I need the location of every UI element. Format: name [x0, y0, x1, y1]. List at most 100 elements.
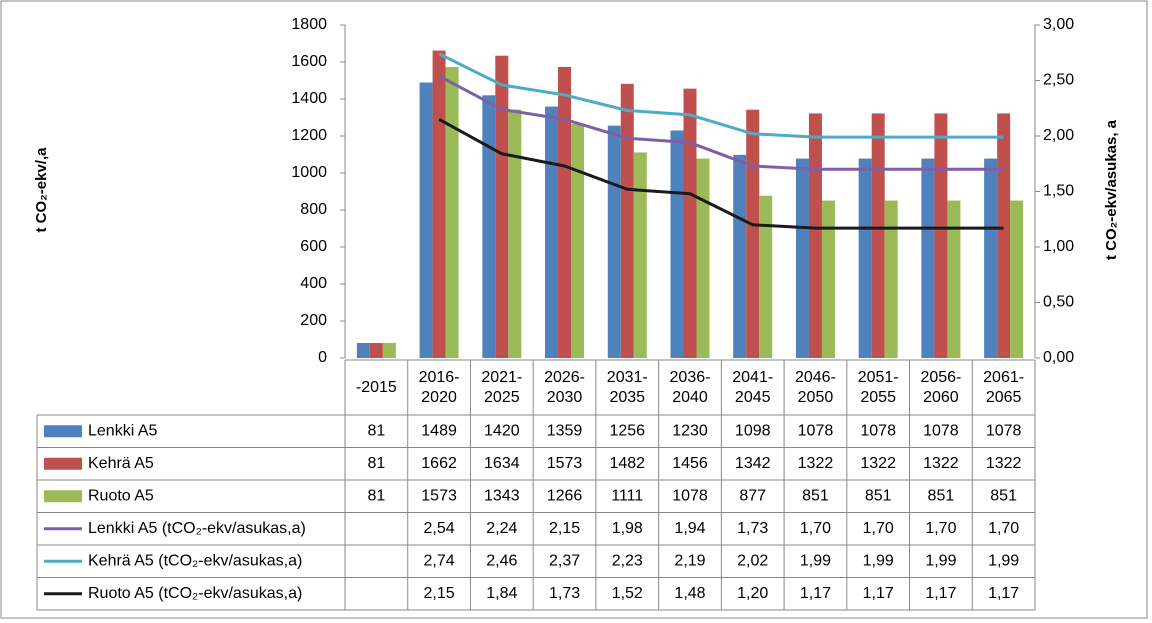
bar — [571, 123, 585, 358]
bar — [670, 130, 684, 358]
table-value: 81 — [367, 455, 385, 472]
line — [438, 52, 1004, 139]
x-tick-label: 2056-2060 — [920, 368, 962, 406]
table-value: 851 — [928, 487, 955, 504]
y2-tick-label: 1,00 — [1043, 238, 1074, 255]
table-value: 1,99 — [863, 552, 894, 569]
table-value: 1098 — [735, 422, 771, 439]
table-value: 1,99 — [800, 552, 831, 569]
bar — [871, 113, 885, 359]
table-value: 1573 — [421, 487, 457, 504]
y-tick-label: 200 — [300, 312, 327, 329]
table-value: 1,73 — [737, 520, 768, 537]
table-value: 1266 — [547, 487, 583, 504]
bar — [858, 158, 872, 358]
y2-axis-title: t CO₂-ekv/asukas, a — [1103, 119, 1120, 260]
table-value: 1,70 — [925, 520, 956, 537]
bar — [759, 195, 773, 358]
bar — [495, 55, 509, 359]
bar — [445, 66, 459, 359]
bar — [746, 109, 760, 358]
table-value: 1,48 — [674, 585, 705, 602]
bar — [696, 158, 710, 358]
bar — [633, 152, 647, 358]
x-tick-label: 2061-2065 — [983, 368, 1025, 406]
table-value: 81 — [367, 422, 385, 439]
line — [438, 74, 1004, 171]
table-value: 1078 — [672, 487, 708, 504]
table-value: 1,20 — [737, 585, 768, 602]
table-value: 1,17 — [863, 585, 894, 602]
bar — [558, 66, 572, 359]
bar — [921, 158, 935, 358]
table-value: 1489 — [421, 422, 457, 439]
table-value: 1,84 — [486, 585, 517, 602]
legend-label: Ruoto A5 — [88, 487, 154, 504]
x-tick-label: 2026-2030 — [544, 368, 585, 406]
table-value: 1,94 — [674, 520, 705, 537]
bar — [1010, 200, 1024, 358]
table-value: 2,54 — [424, 520, 455, 537]
table-value: 2,02 — [737, 552, 768, 569]
table-value: 1634 — [484, 455, 520, 472]
legend-key — [44, 490, 82, 503]
table-value: 2,24 — [486, 520, 517, 537]
legend-label: Lenkki A5 (tCO₂-ekv/asukas,a) — [88, 520, 306, 537]
table-value: 1078 — [986, 422, 1022, 439]
table-value: 1,17 — [925, 585, 956, 602]
bar — [795, 158, 809, 358]
table-value: 1,99 — [988, 552, 1019, 569]
y2-tick-label: 1,50 — [1043, 183, 1074, 200]
bar — [808, 113, 822, 359]
table-value: 1662 — [421, 455, 457, 472]
bar — [356, 343, 370, 358]
x-tick-label: 2031-2035 — [606, 368, 648, 406]
y2-tick-label: 0,00 — [1043, 349, 1074, 366]
bar — [607, 125, 621, 358]
table-value: 2,37 — [549, 552, 580, 569]
table-value: 2,15 — [424, 585, 455, 602]
table-value: 1482 — [609, 455, 645, 472]
table-value: 1230 — [672, 422, 708, 439]
bar — [419, 82, 433, 358]
y-tick-label: 800 — [300, 201, 327, 218]
table-value: 1420 — [484, 422, 520, 439]
bar — [482, 95, 496, 359]
table-value: 1,73 — [549, 585, 580, 602]
y-tick-label: 1000 — [291, 164, 327, 181]
y-tick-label: 1200 — [291, 127, 327, 144]
bar — [934, 113, 948, 359]
table-value: 1,99 — [925, 552, 956, 569]
bar — [683, 88, 697, 358]
table-value: 1078 — [923, 422, 959, 439]
table-value: 1078 — [860, 422, 896, 439]
y-tick-label: 0 — [318, 349, 327, 366]
y2-tick-label: 2,50 — [1043, 72, 1074, 89]
table-value: 1322 — [986, 455, 1022, 472]
y-tick-label: 600 — [300, 238, 327, 255]
legend-label: Kehrä A5 (tCO₂-ekv/asukas,a) — [88, 552, 302, 569]
table-value: 81 — [367, 487, 385, 504]
legend-label: Kehrä A5 — [88, 455, 154, 472]
table-value: 1078 — [798, 422, 834, 439]
bar — [432, 50, 446, 358]
x-tick-label: -2015 — [355, 378, 397, 396]
table-value: 851 — [865, 487, 892, 504]
bar — [620, 83, 634, 358]
bar — [947, 200, 961, 358]
table-value: 1456 — [672, 455, 708, 472]
table-value: 1342 — [735, 455, 771, 472]
table-value: 851 — [990, 487, 1017, 504]
table-value: 2,15 — [549, 520, 580, 537]
x-tick-label: 2021-2025 — [481, 368, 523, 406]
bar — [508, 109, 522, 358]
table-value: 1,70 — [800, 520, 831, 537]
x-tick-label: 2041-2045 — [732, 368, 774, 406]
table-value: 2,19 — [674, 552, 705, 569]
x-tick-label: 2036-2040 — [669, 368, 711, 406]
legend-key — [44, 425, 82, 438]
table-value: 1,98 — [612, 520, 643, 537]
bar — [545, 106, 559, 359]
y-tick-label: 1800 — [291, 16, 327, 33]
